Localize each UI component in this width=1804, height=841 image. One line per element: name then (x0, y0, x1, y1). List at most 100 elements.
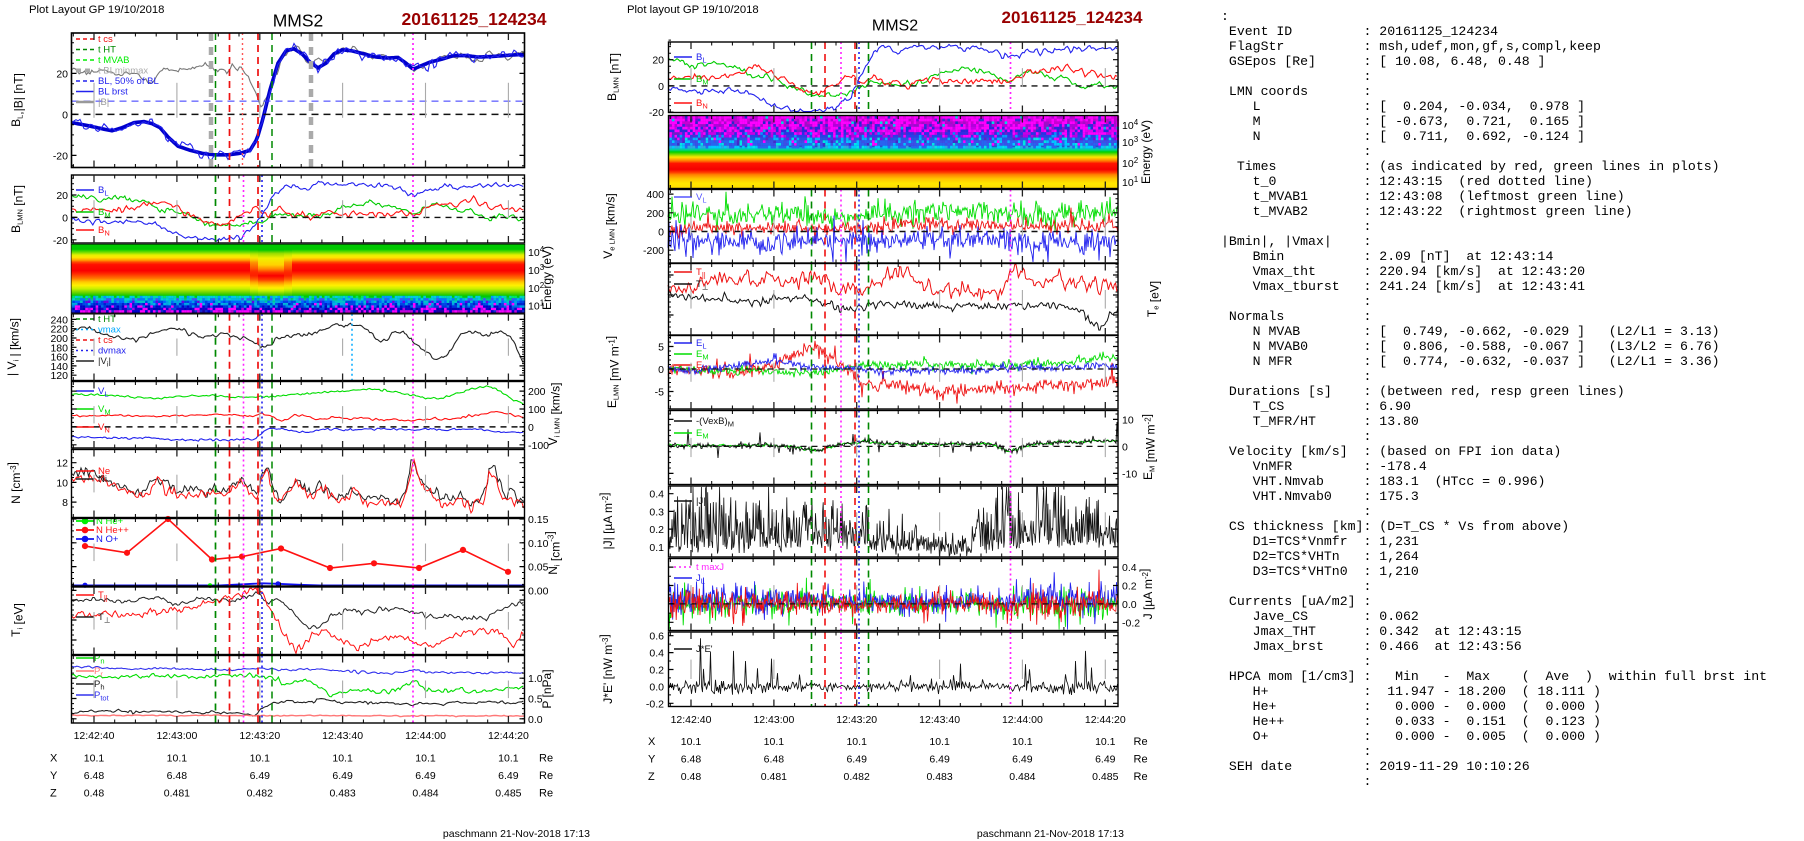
svg-text:20161125_124234: 20161125_124234 (1002, 8, 1143, 27)
svg-text:-0.2: -0.2 (1122, 617, 1140, 629)
svg-text:6.48: 6.48 (84, 770, 105, 782)
svg-text:vmax: vmax (98, 325, 121, 336)
svg-text:Pn: Pn (94, 653, 105, 666)
svg-text:10.1: 10.1 (929, 736, 950, 748)
svg-text:0: 0 (62, 109, 68, 121)
svg-text:220: 220 (50, 324, 68, 336)
svg-text:t HT: t HT (98, 45, 116, 56)
svg-text:10.1: 10.1 (250, 753, 271, 765)
svg-text:Z: Z (50, 788, 57, 800)
svg-text:0.6: 0.6 (649, 631, 664, 643)
svg-text:X: X (50, 753, 58, 765)
svg-text:t maxJ: t maxJ (696, 562, 724, 573)
svg-text:Ti [eV]: Ti [eV] (9, 603, 26, 637)
svg-text:200: 200 (50, 333, 68, 345)
svg-text:1.0: 1.0 (528, 673, 543, 685)
svg-text:0.482: 0.482 (844, 771, 870, 783)
svg-text:160: 160 (50, 352, 68, 364)
svg-text:ELMN [mV m-1]: ELMN [mV m-1] (604, 336, 622, 408)
svg-text:0.00: 0.00 (528, 585, 549, 597)
svg-text:JL: JL (696, 573, 705, 586)
svg-text:12:43:40: 12:43:40 (919, 714, 960, 726)
svg-text:Energy (eV): Energy (eV) (540, 246, 554, 310)
svg-text:EM: EM (696, 349, 709, 362)
svg-text:BM: BM (696, 74, 709, 87)
svg-text:0.484: 0.484 (1009, 771, 1035, 783)
svg-text:12: 12 (56, 458, 68, 470)
svg-text:Re: Re (1134, 736, 1148, 748)
svg-text:X: X (648, 736, 656, 748)
svg-text:5: 5 (658, 342, 664, 354)
svg-text:t MVAB: t MVAB (98, 55, 130, 66)
svg-text:12:42:40: 12:42:40 (74, 730, 115, 742)
svg-text:-20: -20 (649, 107, 664, 119)
svg-text:6.48: 6.48 (167, 770, 188, 782)
svg-text:0.485: 0.485 (495, 788, 521, 800)
svg-text:t cs: t cs (98, 335, 113, 346)
svg-text:Re: Re (1134, 771, 1148, 783)
svg-text:200: 200 (528, 386, 546, 398)
svg-text:BL, 50% of BL: BL, 50% of BL (98, 76, 159, 87)
svg-text:12:44:00: 12:44:00 (405, 730, 446, 742)
svg-text:Re: Re (539, 753, 553, 765)
svg-text:100: 100 (528, 404, 546, 416)
svg-text:Ph: Ph (94, 679, 105, 692)
svg-text:103: 103 (1122, 135, 1139, 149)
svg-text:dvmax: dvmax (98, 346, 126, 357)
svg-text:0: 0 (658, 364, 664, 376)
svg-text:6.49: 6.49 (1012, 754, 1033, 766)
svg-text:20: 20 (56, 68, 68, 80)
svg-text:0.05: 0.05 (528, 562, 549, 574)
svg-text:Plot Layout GP 19/10/2018: Plot Layout GP 19/10/2018 (29, 4, 164, 16)
svg-text:0.48: 0.48 (681, 771, 702, 783)
svg-text:10.1: 10.1 (681, 736, 702, 748)
svg-text:10: 10 (1122, 414, 1134, 426)
svg-text:BLMN [nT]: BLMN [nT] (605, 53, 622, 101)
svg-text:BL,|B| [nT]: BL,|B| [nT] (9, 73, 26, 127)
svg-text:Te [eV]: Te [eV] (1145, 281, 1162, 317)
svg-text:BL: BL (696, 52, 707, 65)
svg-text:0.2: 0.2 (649, 524, 664, 536)
svg-text:0: 0 (658, 81, 664, 93)
svg-text:0.48: 0.48 (84, 788, 105, 800)
svg-text:12:42:40: 12:42:40 (671, 714, 712, 726)
svg-text:10.1: 10.1 (1012, 736, 1033, 748)
svg-text:12:43:20: 12:43:20 (836, 714, 877, 726)
svg-text:-5: -5 (655, 387, 664, 399)
svg-text:BN: BN (98, 225, 110, 238)
svg-text:t HT: t HT (98, 314, 116, 325)
svg-text:T⊥: T⊥ (98, 612, 111, 625)
svg-text:6.49: 6.49 (332, 770, 353, 782)
svg-text:EM: EM (696, 428, 709, 441)
svg-text:paschmann 21-Nov-2018 17:13: paschmann 21-Nov-2018 17:13 (443, 828, 590, 840)
svg-text:8: 8 (62, 497, 68, 509)
svg-text:10.1: 10.1 (84, 753, 105, 765)
svg-text:T||: T|| (98, 590, 108, 603)
svg-text:Energy (eV): Energy (eV) (1139, 120, 1153, 184)
svg-text:VN: VN (98, 422, 110, 435)
svg-text:T||: T|| (696, 267, 706, 280)
svg-text:BN: BN (696, 98, 708, 111)
svg-text:Pr: Pr (94, 666, 103, 679)
svg-text:6.49: 6.49 (415, 770, 436, 782)
svg-text:10.1: 10.1 (167, 753, 188, 765)
svg-text:0.0: 0.0 (528, 714, 543, 726)
svg-text:|J| [µA m-2]: |J| [µA m-2] (597, 493, 615, 550)
svg-text:BLMN [nT]: BLMN [nT] (9, 185, 26, 233)
svg-text:EL: EL (696, 338, 707, 351)
svg-text:0.4: 0.4 (649, 648, 664, 660)
svg-text:0.0: 0.0 (1122, 599, 1137, 611)
svg-text:0.482: 0.482 (247, 788, 273, 800)
svg-text:140: 140 (50, 361, 68, 373)
svg-text:240: 240 (50, 314, 68, 326)
svg-text:0.3: 0.3 (649, 506, 664, 518)
svg-text:12:43:40: 12:43:40 (322, 730, 363, 742)
svg-text:EN: EN (696, 360, 708, 373)
svg-text:-10: -10 (1122, 468, 1137, 480)
svg-text:120: 120 (50, 370, 68, 382)
svg-text:Vi LMN [km/s]: Vi LMN [km/s] (546, 383, 563, 446)
svg-text:0.5: 0.5 (528, 694, 543, 706)
svg-text:6.48: 6.48 (681, 754, 702, 766)
svg-text:MMS2: MMS2 (273, 11, 324, 31)
svg-text:20161125_124234: 20161125_124234 (401, 9, 546, 29)
